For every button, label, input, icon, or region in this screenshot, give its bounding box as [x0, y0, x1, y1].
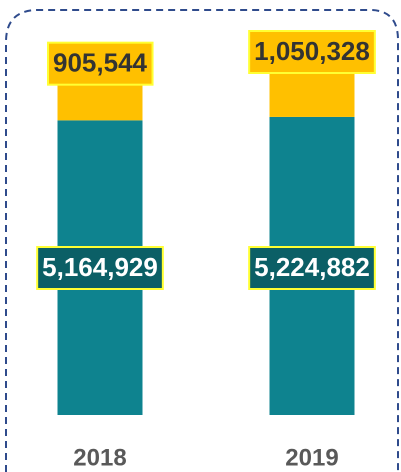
data-label-group: 5,164,929	[36, 246, 164, 290]
data-label-group: 5,224,882	[248, 246, 376, 290]
data-label-group: 1,050,328	[248, 30, 376, 74]
data-label-box	[248, 30, 376, 74]
data-label: 1,050,328	[254, 36, 370, 66]
data-label-group: 905,544	[47, 41, 154, 86]
x-tick-label: 2019	[285, 444, 338, 471]
data-label-box	[36, 246, 164, 290]
data-label-box	[47, 41, 154, 86]
data-label-box	[248, 246, 376, 290]
data-label: 5,164,929	[42, 252, 158, 282]
data-label: 5,224,882	[254, 252, 370, 282]
x-tick-label: 2018	[73, 444, 126, 471]
data-label: 905,544	[53, 48, 148, 78]
